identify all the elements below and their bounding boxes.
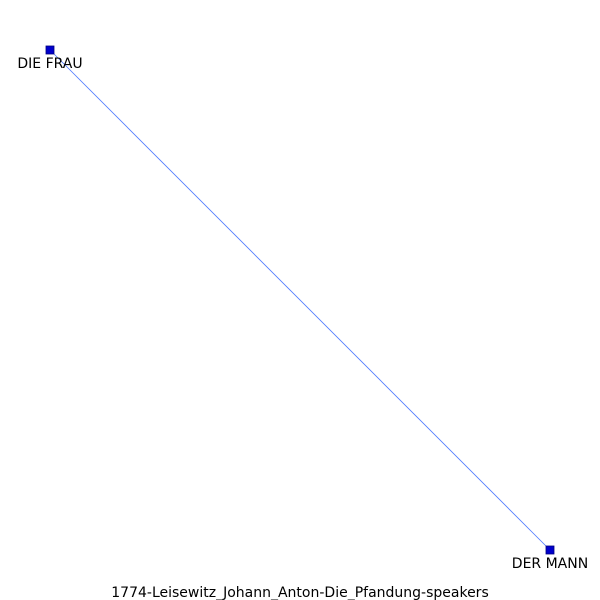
node-label-frau: DIE FRAU bbox=[17, 56, 82, 72]
edge-frau-mann bbox=[49, 49, 551, 551]
graph-title: 1774-Leisewitz_Johann_Anton-Die_Pfandung… bbox=[111, 585, 488, 600]
edges-layer bbox=[49, 49, 551, 551]
node-mann bbox=[545, 545, 555, 555]
node-frau bbox=[45, 45, 55, 55]
nodes-layer: DIE FRAU DER MANN bbox=[17, 45, 588, 572]
node-label-mann: DER MANN bbox=[512, 556, 588, 572]
